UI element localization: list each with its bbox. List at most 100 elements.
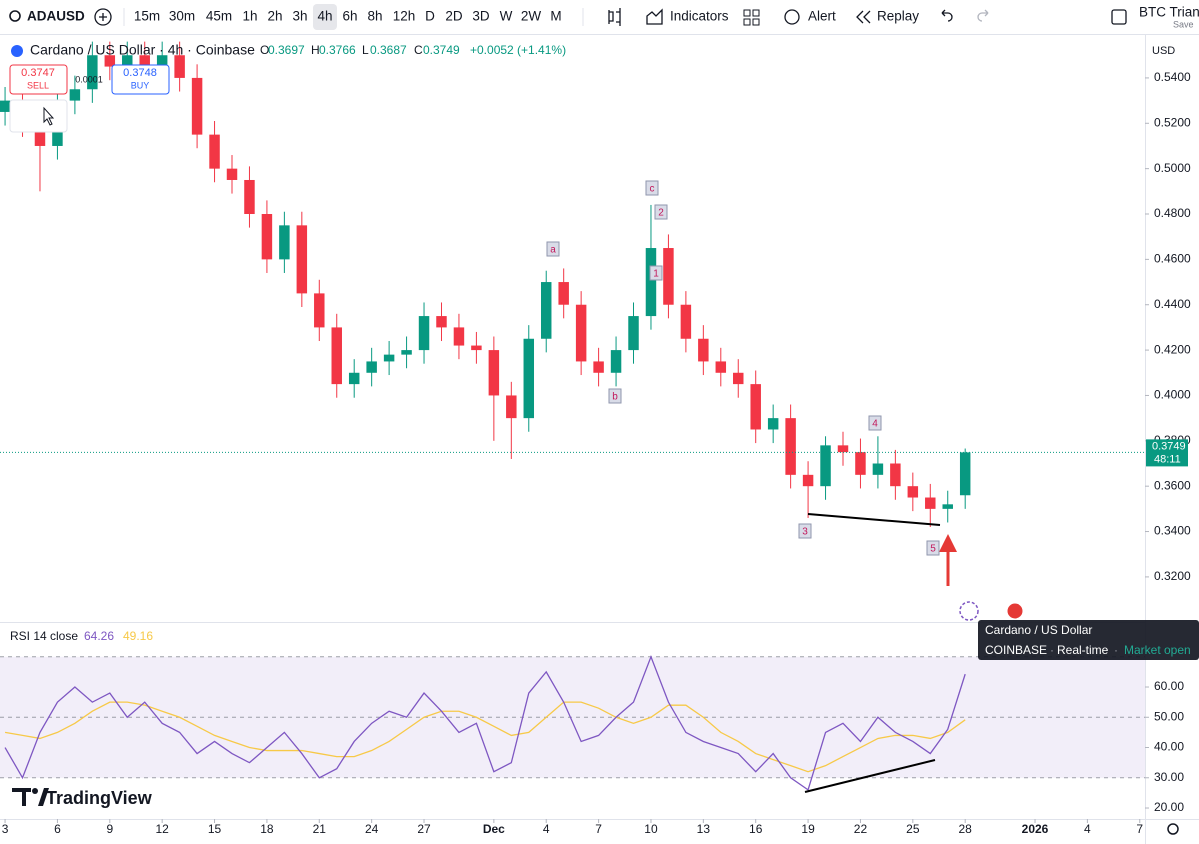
legend-open-label: O bbox=[260, 43, 269, 57]
candle-body bbox=[575, 304, 587, 362]
candle-body bbox=[314, 293, 325, 328]
layout-name[interactable]: BTC Triang bbox=[1139, 5, 1199, 20]
candle-body bbox=[244, 179, 255, 215]
rsi-title: RSI 14 close bbox=[10, 629, 78, 643]
x-tick-label: 9 bbox=[106, 822, 113, 836]
candle-body bbox=[296, 225, 308, 294]
interval[interactable]: M bbox=[550, 9, 561, 24]
indicators-button[interactable]: Indicators bbox=[670, 9, 729, 24]
event-icon[interactable] bbox=[959, 601, 979, 621]
candle-body bbox=[209, 134, 220, 169]
y-tick-label: 0.4600 bbox=[1154, 252, 1191, 266]
candle-body bbox=[488, 350, 500, 396]
candle-body bbox=[261, 214, 273, 260]
interval[interactable]: 8h bbox=[367, 9, 382, 24]
interval[interactable]: 45m bbox=[206, 9, 232, 24]
interval[interactable]: D bbox=[425, 9, 435, 24]
search-icon[interactable] bbox=[9, 10, 21, 22]
interval[interactable]: 2h bbox=[267, 9, 282, 24]
candle-body bbox=[663, 248, 674, 305]
interval[interactable]: 12h bbox=[393, 9, 416, 24]
candle-body bbox=[540, 282, 552, 339]
cursor-icon[interactable] bbox=[43, 106, 55, 126]
buy-button[interactable] bbox=[111, 64, 170, 95]
candle-body bbox=[907, 486, 919, 498]
legend-low: 0.3687 bbox=[370, 43, 407, 57]
candle-body bbox=[226, 168, 238, 180]
price-pane bbox=[0, 41, 1145, 528]
candle-body bbox=[0, 100, 11, 112]
wave-label-box[interactable] bbox=[546, 241, 560, 257]
candle-body bbox=[436, 316, 447, 328]
wave-label-box[interactable] bbox=[649, 265, 663, 281]
y-tick-label: 0.4200 bbox=[1154, 342, 1191, 356]
wave-label: 3 bbox=[802, 527, 808, 538]
sell-button[interactable] bbox=[9, 64, 68, 95]
currency[interactable]: USD bbox=[1152, 45, 1175, 57]
interval[interactable]: 2W bbox=[521, 9, 542, 24]
candle-body bbox=[523, 338, 535, 419]
interval[interactable]: 30m bbox=[169, 9, 195, 24]
chart-type-icon[interactable] bbox=[608, 8, 621, 26]
legend-title: Cardano / US Dollar · 4h · Coinbase bbox=[30, 42, 255, 58]
interval[interactable]: 6h bbox=[342, 9, 357, 24]
wave-label-box[interactable] bbox=[645, 180, 659, 196]
interval[interactable]: 15m bbox=[134, 9, 160, 24]
flag-icon[interactable] bbox=[1006, 602, 1024, 620]
wave-label-box[interactable] bbox=[926, 540, 940, 556]
wave-label: 5 bbox=[930, 544, 936, 555]
trendline[interactable] bbox=[807, 513, 941, 526]
candle-body bbox=[122, 55, 133, 67]
x-tick-label: 16 bbox=[749, 822, 763, 836]
candle-body bbox=[715, 361, 727, 373]
candle-body bbox=[34, 123, 46, 146]
candle-body bbox=[104, 55, 116, 67]
rsi-ma-line bbox=[4, 701, 966, 773]
x-tick-label: 2026 bbox=[1022, 822, 1049, 836]
x-tick-label: 19 bbox=[801, 822, 815, 836]
interval[interactable]: 3h bbox=[292, 9, 307, 24]
candle-body bbox=[610, 350, 622, 373]
tooltip-title: Cardano / US Dollar bbox=[985, 623, 1092, 637]
x-tick-label: 4 bbox=[1084, 822, 1091, 836]
interval[interactable]: W bbox=[500, 9, 513, 24]
interval[interactable]: 3D bbox=[472, 9, 490, 24]
layouts-icon[interactable] bbox=[743, 9, 751, 17]
settings-icon[interactable] bbox=[1167, 823, 1179, 835]
add-symbol[interactable] bbox=[94, 8, 112, 26]
candle-body bbox=[87, 55, 98, 90]
active-interval bbox=[313, 4, 337, 30]
tooltip bbox=[978, 620, 1199, 660]
alert-button[interactable]: Alert bbox=[808, 9, 836, 24]
replay-button[interactable]: Replay bbox=[877, 9, 919, 24]
x-tick-label: 7 bbox=[1136, 822, 1143, 836]
wave-label-box[interactable] bbox=[654, 204, 668, 220]
candle-body bbox=[139, 55, 150, 67]
wave-label-box[interactable] bbox=[868, 415, 882, 431]
symbol[interactable]: ADAUSD bbox=[27, 9, 85, 24]
buy-price: 0.3748 bbox=[123, 67, 157, 79]
candle-body bbox=[156, 55, 168, 67]
wave-label-box[interactable] bbox=[798, 523, 812, 539]
undo[interactable] bbox=[941, 9, 953, 22]
interval[interactable]: 1h bbox=[242, 9, 257, 24]
y-tick-label: 20.00 bbox=[1154, 800, 1184, 814]
wave-label-box[interactable] bbox=[608, 388, 622, 404]
interval[interactable]: 4h bbox=[317, 9, 332, 24]
x-tick-label: 13 bbox=[697, 822, 711, 836]
layout-icon[interactable] bbox=[1111, 9, 1127, 25]
candle-body bbox=[820, 445, 831, 487]
candle-body bbox=[558, 282, 569, 305]
candle-body bbox=[348, 372, 360, 385]
save-label[interactable]: Save bbox=[1173, 19, 1194, 29]
x-tick-label: 27 bbox=[417, 822, 431, 836]
trendline[interactable] bbox=[804, 759, 936, 793]
interval[interactable]: 2D bbox=[445, 9, 463, 24]
candle-body bbox=[698, 338, 709, 362]
candle-body bbox=[785, 418, 796, 475]
wave-label: 4 bbox=[872, 419, 878, 430]
wave-labels: a b c 1 2 3 4 5 bbox=[546, 180, 940, 556]
redo[interactable] bbox=[977, 9, 989, 22]
y-tick-label: 0.4000 bbox=[1154, 388, 1191, 402]
